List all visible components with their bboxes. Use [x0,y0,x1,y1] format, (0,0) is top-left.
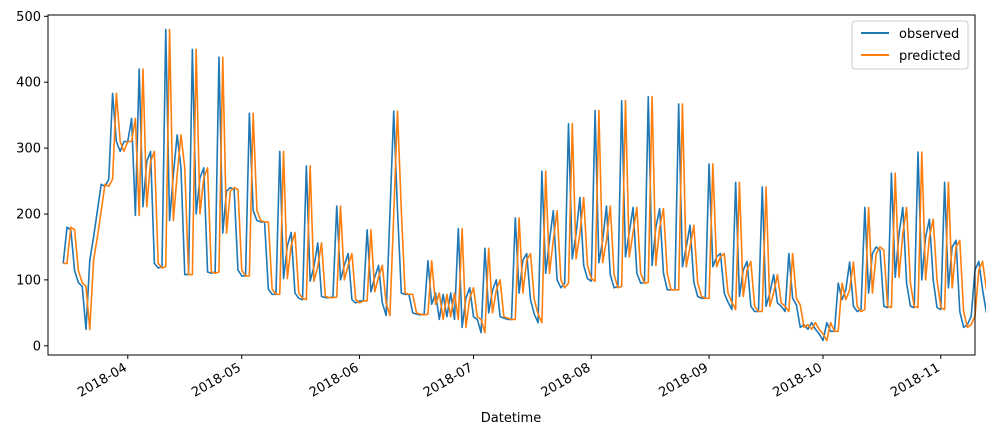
y-tick-label: 300 [16,142,41,157]
y-tick-label: 400 [16,76,41,91]
legend: observed predicted [851,20,969,70]
y-tick-label: 200 [16,207,41,222]
series-line-predicted [63,28,986,342]
series-layer [62,28,986,342]
legend-label-predicted: predicted [899,49,961,64]
series-line-observed [62,28,986,342]
y-tick-label: 500 [16,10,41,25]
y-tick-label: 100 [16,273,41,288]
plot-frame [47,14,976,356]
y-tick-label: 0 [33,339,41,354]
legend-label-observed: observed [899,27,959,42]
x-axis-label: Datetime [481,411,541,426]
